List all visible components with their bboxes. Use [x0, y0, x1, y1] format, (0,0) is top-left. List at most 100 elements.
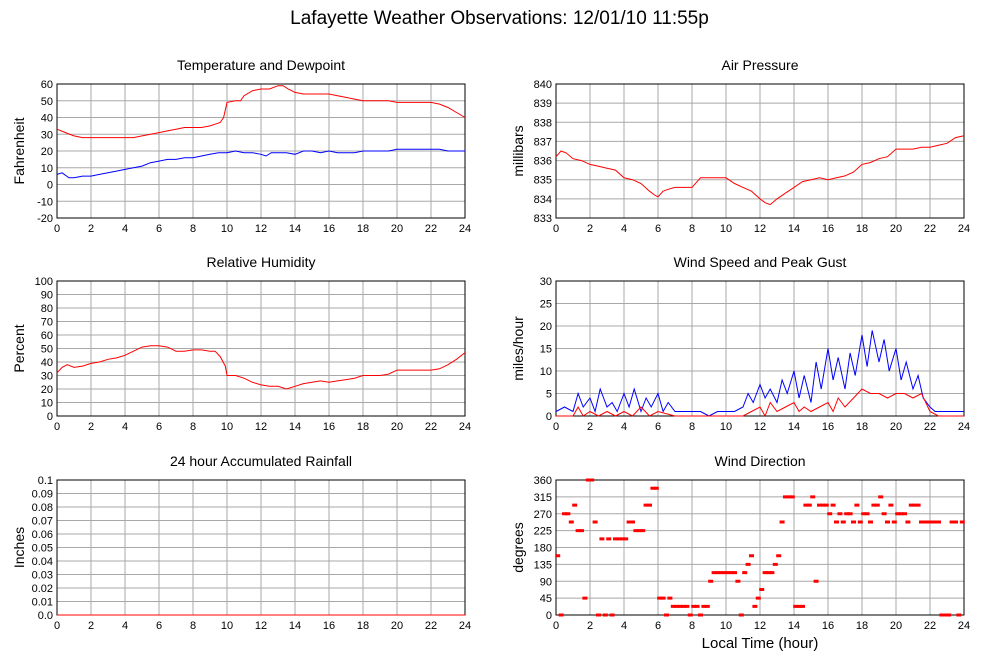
- direction-x-tick-label: 22: [924, 620, 936, 632]
- temp-x-tick-label: 12: [255, 223, 267, 235]
- direction-point: [623, 537, 629, 541]
- wind-y-tick-label: 30: [540, 276, 552, 288]
- temp-x-tick-label: 6: [156, 223, 162, 235]
- direction-point: [555, 554, 561, 558]
- rain-x-tick-label: 16: [323, 620, 335, 632]
- direction-point: [718, 571, 724, 575]
- direction-point: [895, 512, 901, 516]
- direction-x-tick-label: 24: [958, 620, 970, 632]
- rain-x-tick-label: 0: [54, 620, 60, 632]
- rain-y-tick-label: 0.03: [32, 570, 53, 582]
- humidity-y-tick-label: 20: [41, 384, 53, 396]
- direction-point: [803, 503, 809, 507]
- rain-x-tick-label: 6: [156, 620, 162, 632]
- direction-point: [959, 520, 965, 524]
- direction-point: [878, 495, 884, 499]
- rain-title: 24 hour Accumulated Rainfall: [170, 453, 352, 469]
- pressure-y-tick-label: 840: [534, 79, 552, 91]
- direction-point: [851, 520, 856, 524]
- temp-y-tick-label: 60: [41, 79, 53, 91]
- direction-point: [919, 520, 924, 524]
- direction-point: [810, 495, 816, 499]
- wind-series-0-line: [555, 330, 964, 417]
- direction-point: [868, 520, 873, 524]
- rain-y-tick-label: 0.04: [32, 556, 53, 568]
- humidity-y-tick-label: 90: [41, 290, 53, 302]
- wind-y-tick-label: 5: [546, 389, 552, 401]
- direction-point: [840, 520, 846, 524]
- humidity-x-tick-label: 24: [459, 421, 471, 433]
- wind-x-tick-label: 10: [720, 421, 732, 433]
- direction-point: [596, 613, 601, 617]
- pressure-x-tick-label: 24: [958, 223, 970, 235]
- direction-point: [762, 571, 768, 575]
- direction-point: [721, 571, 727, 575]
- direction-point: [837, 512, 843, 516]
- wind-frame: [555, 280, 965, 417]
- direction-point: [766, 571, 771, 575]
- wind-x-tick-label: 16: [822, 421, 834, 433]
- pressure-y-axis-label: millibars: [510, 125, 526, 176]
- pressure-x-tick-label: 8: [689, 223, 695, 235]
- direction-point: [626, 520, 632, 524]
- pressure-x-tick-label: 12: [754, 223, 766, 235]
- pressure-y-tick-label: 834: [534, 194, 552, 206]
- direction-y-tick-label: 0: [546, 610, 552, 622]
- humidity-x-tick-label: 10: [221, 421, 233, 433]
- rain-x-tick-label: 24: [459, 620, 471, 632]
- direction-point: [630, 520, 635, 524]
- direction-point: [749, 554, 754, 558]
- direction-point: [728, 571, 734, 575]
- direction-point: [691, 604, 697, 608]
- humidity-y-axis-label: Percent: [11, 324, 27, 372]
- humidity-x-tick-label: 2: [88, 421, 94, 433]
- wind-title: Wind Speed and Peak Gust: [674, 254, 847, 270]
- wind-x-tick-label: 22: [924, 421, 936, 433]
- humidity-x-tick-label: 8: [190, 421, 196, 433]
- direction-point: [708, 579, 714, 583]
- direction-y-tick-label: 225: [534, 526, 552, 538]
- direction-point: [857, 520, 863, 524]
- wind-series-1-line: [556, 388, 964, 418]
- direction-point: [946, 613, 952, 617]
- temp-x-tick-label: 16: [323, 223, 335, 235]
- wind-y-tick-label: 20: [540, 321, 552, 333]
- direction-point: [653, 486, 659, 490]
- humidity-x-tick-label: 0: [54, 421, 60, 433]
- direction-point: [613, 537, 618, 541]
- direction-point: [796, 604, 802, 608]
- temp-x-tick-label: 18: [357, 223, 369, 235]
- direction-point: [636, 529, 642, 533]
- pressure-y-tick-label: 836: [534, 156, 552, 168]
- rain-y-axis-label: Inches: [11, 527, 27, 568]
- pressure-frame: [555, 83, 965, 219]
- direction-point: [575, 529, 581, 533]
- temp-y-tick-label: 50: [41, 96, 53, 108]
- direction-point: [558, 613, 564, 617]
- pressure-x-tick-label: 4: [621, 223, 627, 235]
- direction-point: [912, 503, 918, 507]
- direction-point: [779, 520, 785, 524]
- direction-point: [871, 503, 877, 507]
- direction-point: [915, 503, 921, 507]
- direction-point: [745, 562, 751, 566]
- temp-y-tick-label: 40: [41, 113, 53, 125]
- direction-point: [800, 604, 805, 608]
- direction-point: [711, 571, 717, 575]
- rain-x-tick-label: 18: [357, 620, 369, 632]
- wind-x-tick-label: 12: [754, 421, 766, 433]
- direction-point: [694, 604, 700, 608]
- wind-y-tick-label: 10: [540, 366, 552, 378]
- humidity-title: Relative Humidity: [207, 254, 316, 270]
- direction-point: [704, 604, 710, 608]
- rain-x-tick-label: 10: [221, 620, 233, 632]
- direction-point: [742, 571, 748, 575]
- direction-point: [772, 562, 778, 566]
- wind-y-tick-label: 15: [540, 344, 552, 356]
- direction-point: [905, 520, 911, 524]
- temp-x-tick-label: 2: [88, 223, 94, 235]
- direction-point: [667, 596, 673, 600]
- pressure-x-tick-label: 22: [924, 223, 936, 235]
- pressure-y-tick-label: 839: [534, 98, 552, 110]
- direction-point: [589, 478, 595, 482]
